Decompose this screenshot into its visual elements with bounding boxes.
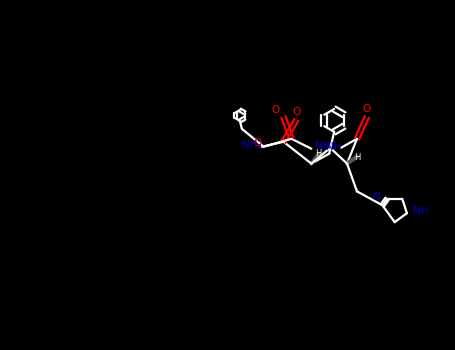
Text: O: O	[253, 138, 262, 148]
Text: O: O	[272, 105, 280, 115]
Text: NH: NH	[315, 141, 331, 151]
Text: N: N	[373, 192, 381, 202]
Text: H: H	[354, 153, 360, 162]
Text: NH: NH	[413, 206, 429, 216]
Text: NH: NH	[326, 142, 342, 152]
Text: H: H	[315, 149, 322, 158]
Text: O: O	[363, 104, 371, 114]
Text: NH₂: NH₂	[242, 140, 262, 150]
Text: O: O	[292, 107, 301, 117]
